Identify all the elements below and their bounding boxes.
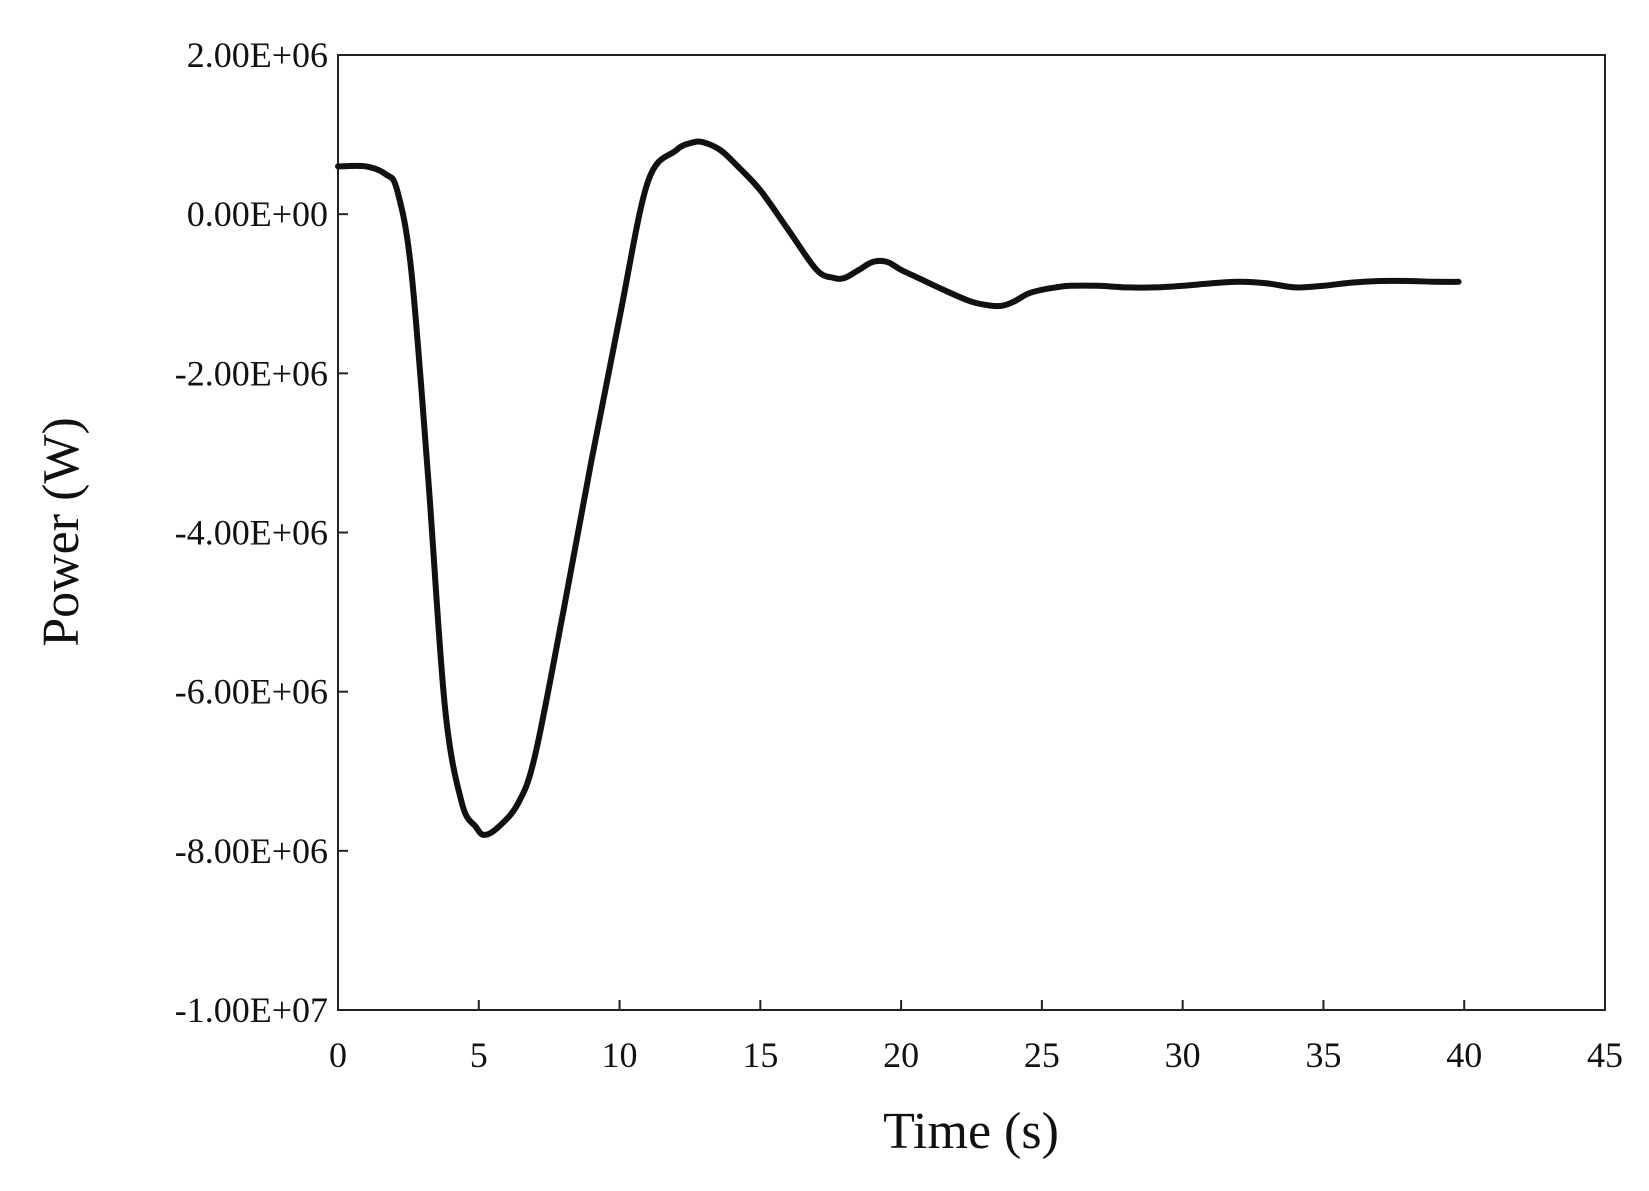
x-tick-label: 35: [1305, 1035, 1341, 1075]
y-tick-label: -1.00E+07: [175, 990, 328, 1030]
x-axis-title: Time (s): [883, 1103, 1059, 1160]
x-tick-label: 10: [602, 1035, 638, 1075]
x-tick-label: 20: [883, 1035, 919, 1075]
x-tick-label: 25: [1024, 1035, 1060, 1075]
x-tick-label: 15: [742, 1035, 778, 1075]
x-tick-label: 30: [1165, 1035, 1201, 1075]
y-tick-label: -4.00E+06: [175, 513, 328, 553]
x-tick-label: 5: [470, 1035, 488, 1075]
x-tick-label: 40: [1446, 1035, 1482, 1075]
power-series-line: [335, 138, 1462, 838]
x-tick-label: 45: [1587, 1035, 1623, 1075]
x-tick-label: 0: [329, 1035, 347, 1075]
y-tick-label: 0.00E+00: [187, 194, 328, 234]
y-axis-ticks: 2.00E+06 0.00E+00 -2.00E+06 -4.00E+06 -6.00E…: [175, 35, 348, 1030]
y-tick-label: -2.00E+06: [175, 353, 328, 393]
y-tick-label: -6.00E+06: [175, 672, 328, 712]
y-tick-label: -8.00E+06: [175, 831, 328, 871]
y-axis-title: Power (W): [33, 417, 90, 647]
y-tick-label: 2.00E+06: [187, 35, 328, 75]
x-axis-ticks: 0 5 10 15 20 25 30 35 40 45: [329, 1000, 1623, 1075]
plot-frame: [337, 54, 1606, 1011]
